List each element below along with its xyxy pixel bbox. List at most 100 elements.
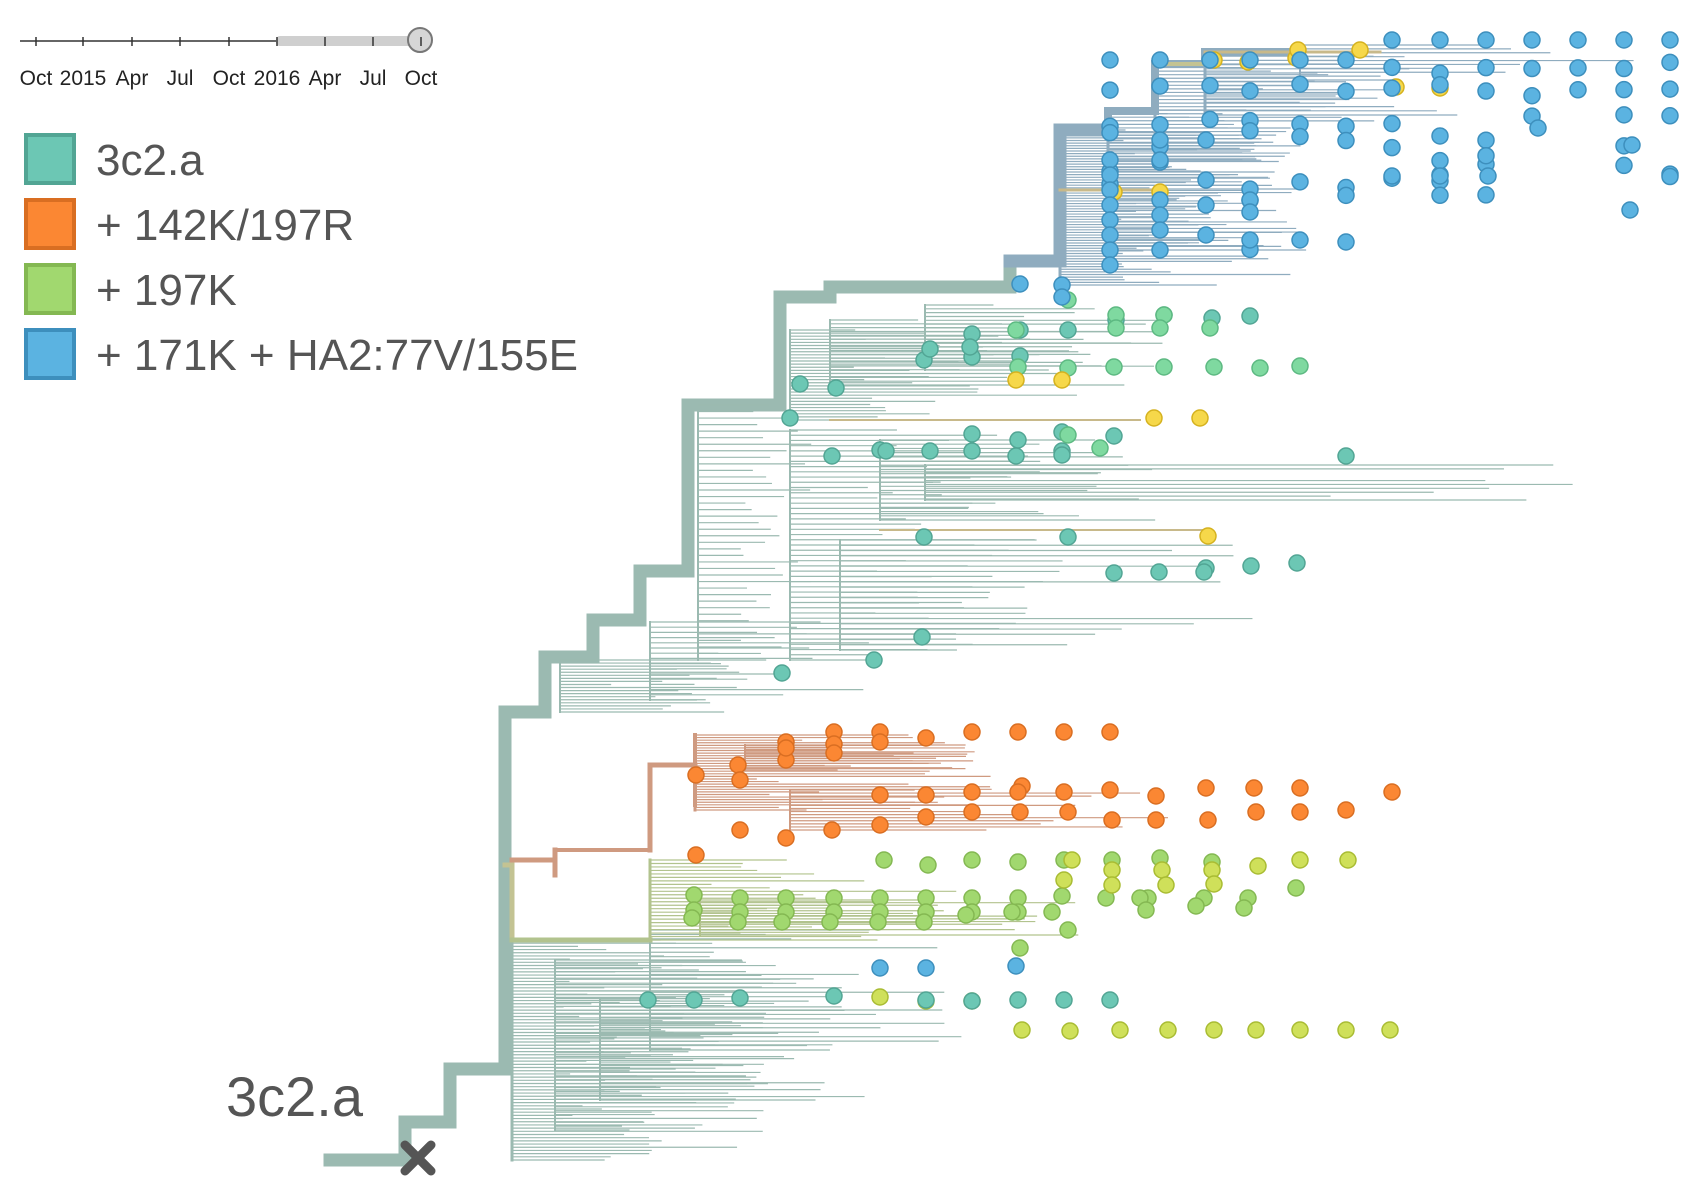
tree-tip[interactable] [1137,901,1155,919]
tree-tip[interactable] [1523,86,1541,105]
tree-tip[interactable] [1197,131,1215,149]
tree-tip[interactable] [1101,226,1119,244]
tree-tip[interactable] [1431,31,1449,49]
tree-tip[interactable] [1351,41,1369,59]
tree-tip[interactable] [1101,211,1119,229]
tree-tip[interactable] [1197,196,1215,214]
tree-tip[interactable] [919,856,937,874]
tree-tip[interactable] [1569,59,1587,77]
tree-tip[interactable] [1431,151,1449,170]
tree-tip[interactable] [1159,1021,1177,1039]
tree-tip[interactable] [1153,861,1171,879]
tree-tip[interactable] [1431,127,1449,145]
tree-tip[interactable] [1621,201,1639,219]
tree-tip[interactable] [1151,77,1169,95]
tree-tip[interactable] [1383,114,1401,133]
tree-tip[interactable] [1242,557,1260,575]
tree-tip[interactable] [683,909,701,927]
legend-swatch[interactable] [24,263,76,315]
tree-tip[interactable] [1150,563,1168,581]
tree-tip[interactable] [731,771,749,789]
tree-tip[interactable] [1055,783,1073,801]
tree-tip[interactable] [1523,31,1541,49]
tree-tip[interactable] [1151,131,1169,149]
tree-tip[interactable] [1569,81,1587,99]
tree-tip[interactable] [1105,358,1123,376]
tree-tip[interactable] [687,846,705,864]
tree-tip[interactable] [1197,171,1215,189]
tree-tip[interactable] [1059,426,1077,444]
tree-tip[interactable] [1339,851,1357,869]
tree-tip[interactable] [871,786,889,804]
legend-item-label[interactable]: 3c2.a [96,136,204,185]
tree-tip[interactable] [731,821,749,839]
tree-tip[interactable] [1101,123,1119,142]
tree-tip[interactable] [1043,903,1061,921]
tree-tip[interactable] [1009,431,1027,449]
tree-tip[interactable] [1107,319,1125,337]
tree-tip[interactable] [1661,53,1679,72]
tree-tip[interactable] [1291,51,1309,69]
tree-tip[interactable] [1011,939,1029,957]
tree-tip[interactable] [1337,447,1355,465]
tree-tip[interactable] [1059,321,1077,339]
tree-tip[interactable] [1059,528,1077,546]
tree-tip[interactable] [1111,1021,1129,1039]
tree-tip[interactable] [1615,156,1633,175]
tree-tip[interactable] [1337,131,1355,150]
tree-tip[interactable] [1477,82,1495,100]
tree-tip[interactable] [777,829,795,847]
legend-item-label[interactable]: + 142K/197R [96,201,354,250]
tree-tip[interactable] [915,528,933,546]
tree-tip[interactable] [1247,803,1265,821]
tree-tip[interactable] [1151,206,1169,224]
tree-tip[interactable] [1011,803,1029,821]
tree-tip[interactable] [1569,31,1587,49]
tree-tip[interactable] [915,913,933,931]
tree-tip[interactable] [1145,409,1163,427]
tree-tip[interactable] [1191,409,1209,427]
tree-tip[interactable] [1383,31,1401,49]
legend-swatch[interactable] [24,198,76,250]
tree-tip[interactable] [877,442,895,460]
tree-tip[interactable] [921,442,939,460]
tree-tip[interactable] [963,803,981,821]
tree-tip[interactable] [1661,107,1679,125]
tree-tip[interactable] [1201,76,1219,95]
tree-tip[interactable] [1009,783,1027,801]
tree-tip[interactable] [1101,781,1119,799]
tree-tip[interactable] [869,913,887,931]
tree-tip[interactable] [1101,81,1119,99]
tree-tip[interactable] [1615,59,1633,78]
tree-tip[interactable] [1623,136,1641,154]
tree-tip[interactable] [957,906,975,924]
tree-tip[interactable] [1155,358,1173,376]
tree-tip[interactable] [1003,903,1021,921]
tree-tip[interactable] [1205,358,1223,376]
tree-tip[interactable] [917,991,935,1009]
tree-tip[interactable] [1337,233,1355,251]
tree-tip[interactable] [963,783,981,801]
tree-tip[interactable] [685,886,703,904]
tree-tip[interactable] [963,723,981,741]
tree-tip[interactable] [1059,921,1077,939]
tree-tip[interactable] [1291,779,1309,797]
tree-tip[interactable] [1101,241,1119,259]
tree-tip[interactable] [1011,275,1029,293]
tree-tip[interactable] [1195,563,1213,581]
tree-tip[interactable] [1197,226,1215,244]
tree-tip[interactable] [773,913,791,931]
tree-tip[interactable] [731,989,749,1007]
tree-tip[interactable] [773,664,791,682]
tree-tip[interactable] [917,786,935,804]
tree-tip[interactable] [1013,1021,1031,1039]
tree-tip[interactable] [827,379,845,397]
timeline-range-bar[interactable] [276,36,416,46]
tree-tip[interactable] [917,959,935,977]
tree-tip[interactable] [729,756,747,774]
tree-tip[interactable] [1235,899,1253,917]
tree-tip[interactable] [1291,1021,1309,1039]
tree-tip[interactable] [1055,871,1073,889]
tree-tip[interactable] [1479,167,1497,185]
tree-tip[interactable] [1615,106,1633,124]
